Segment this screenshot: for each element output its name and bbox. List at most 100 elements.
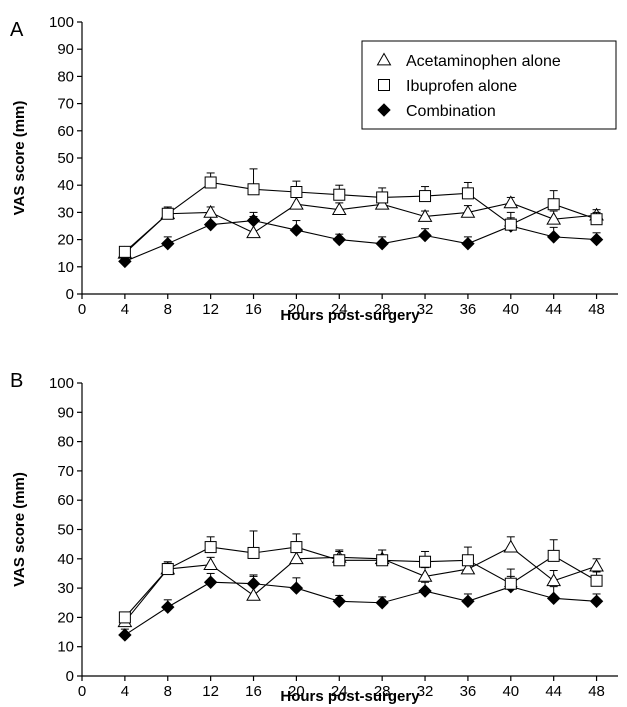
data-point xyxy=(503,539,519,553)
x-tick-label: 48 xyxy=(588,683,605,700)
data-point xyxy=(161,207,174,220)
data-point xyxy=(419,555,432,568)
x-axis-title: Hours post-surgery xyxy=(280,307,420,324)
y-tick-label: 10 xyxy=(57,639,74,656)
x-tick-label: 4 xyxy=(121,301,129,318)
data-point xyxy=(203,557,219,571)
y-tick-label: 20 xyxy=(57,609,74,626)
data-point xyxy=(375,236,389,251)
data-point xyxy=(118,254,132,269)
x-tick-label: 32 xyxy=(417,683,434,700)
panel-label: B xyxy=(10,370,23,392)
data-point xyxy=(204,541,217,554)
data-point xyxy=(118,245,131,258)
x-tick-label: 16 xyxy=(245,301,262,318)
x-tick-label: 36 xyxy=(460,683,477,700)
data-point xyxy=(331,202,347,216)
panel-label: A xyxy=(10,19,24,41)
y-tick-label: 40 xyxy=(57,177,74,194)
data-point xyxy=(247,183,260,196)
y-tick-label: 60 xyxy=(57,492,74,509)
y-tick-label: 60 xyxy=(57,123,74,140)
x-tick-label: 32 xyxy=(417,301,434,318)
y-tick-label: 0 xyxy=(66,668,74,685)
legend-entry: Ibuprofen alone xyxy=(406,78,517,95)
x-tick-label: 28 xyxy=(374,301,391,318)
x-axis-title: Hours post-surgery xyxy=(280,688,420,705)
x-tick-label: 24 xyxy=(331,683,348,700)
x-tick-label: 44 xyxy=(545,301,562,318)
data-point xyxy=(203,217,218,232)
series-filled-diamond xyxy=(118,572,604,642)
data-point xyxy=(589,232,604,247)
series-line xyxy=(124,546,597,618)
x-tick-label: 20 xyxy=(288,683,305,700)
y-tick-label: 90 xyxy=(57,404,74,421)
x-tick-label: 12 xyxy=(202,301,219,318)
y-tick-label: 40 xyxy=(57,551,74,568)
y-tick-label: 50 xyxy=(57,150,74,167)
series-line xyxy=(124,181,597,253)
y-tick-label: 70 xyxy=(57,96,74,113)
series-open-triangle xyxy=(117,536,604,628)
legend: Acetaminophen alone Ibuprofen alone Combin… xyxy=(361,40,617,130)
legend-marker xyxy=(376,52,392,66)
data-point xyxy=(118,611,131,624)
data-point xyxy=(418,584,432,598)
data-point xyxy=(461,594,475,608)
data-point xyxy=(590,574,603,587)
data-point xyxy=(203,575,218,589)
x-tick-label: 48 xyxy=(588,301,605,318)
series-open-square xyxy=(118,530,603,624)
x-tick-label: 36 xyxy=(460,301,477,318)
series-line xyxy=(124,546,597,623)
data-point xyxy=(461,236,475,251)
x-tick-label: 0 xyxy=(78,301,86,318)
data-point xyxy=(333,554,346,567)
data-point xyxy=(461,554,474,567)
data-point xyxy=(289,581,304,595)
data-point xyxy=(419,190,432,203)
series-open-square xyxy=(118,168,603,258)
data-point xyxy=(418,228,432,243)
data-point xyxy=(118,628,132,642)
data-point xyxy=(161,236,175,251)
x-tick-label: 28 xyxy=(374,683,391,700)
data-point xyxy=(503,195,519,209)
y-tick-label: 100 xyxy=(49,375,74,392)
data-point xyxy=(546,211,562,225)
series-line xyxy=(124,202,597,254)
series-line xyxy=(124,220,597,262)
data-point xyxy=(246,587,261,601)
data-point xyxy=(504,577,517,590)
y-tick-label: 0 xyxy=(66,286,74,303)
y-tick-label: 30 xyxy=(57,580,74,597)
data-point xyxy=(546,230,561,244)
y-axis-title: VAS score (mm) xyxy=(11,101,28,216)
data-point xyxy=(161,563,174,576)
data-point xyxy=(504,218,517,231)
x-tick-label: 24 xyxy=(331,301,348,318)
x-tick-label: 20 xyxy=(288,301,305,318)
data-point xyxy=(161,600,175,614)
x-tick-label: 12 xyxy=(202,683,219,700)
data-point xyxy=(461,187,474,200)
y-tick-label: 70 xyxy=(57,463,74,480)
x-tick-label: 16 xyxy=(245,683,262,700)
data-point xyxy=(290,541,303,554)
data-point xyxy=(376,191,389,204)
data-point xyxy=(333,188,346,201)
legend-box xyxy=(361,40,617,130)
legend-marker xyxy=(377,103,391,117)
x-tick-label: 44 xyxy=(545,683,562,700)
data-point xyxy=(547,549,560,562)
data-point xyxy=(375,596,389,610)
y-tick-label: 20 xyxy=(57,232,74,249)
data-point xyxy=(290,186,303,198)
data-point xyxy=(547,198,560,211)
series-open-triangle xyxy=(117,195,604,259)
y-tick-label: 100 xyxy=(49,14,74,31)
x-tick-label: 8 xyxy=(164,683,172,700)
x-tick-label: 0 xyxy=(78,683,86,700)
